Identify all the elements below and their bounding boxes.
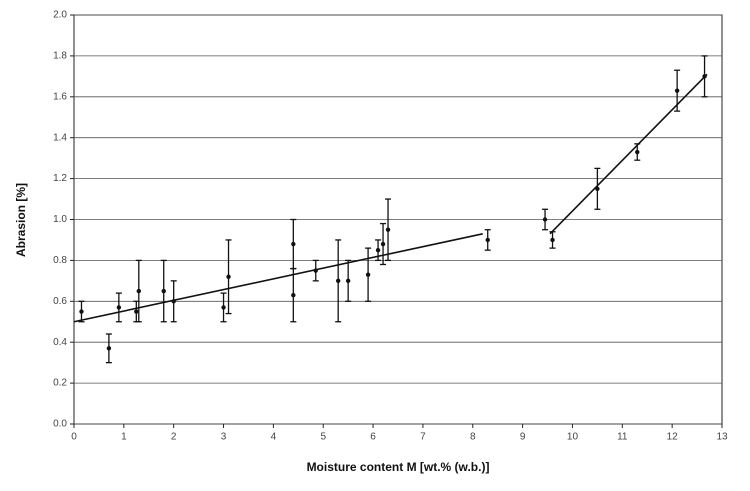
point — [161, 288, 166, 294]
x-tick-label: 7 — [420, 432, 426, 443]
x-tick-label: 9 — [520, 432, 526, 443]
point — [171, 299, 176, 304]
point — [365, 272, 371, 277]
point — [375, 247, 381, 253]
x-tick-label: 8 — [470, 432, 476, 443]
y-tick-label: 1.6 — [53, 91, 67, 102]
point — [335, 278, 341, 284]
point — [702, 74, 707, 79]
x-tick-label: 13 — [716, 432, 728, 443]
point — [106, 346, 112, 351]
point — [380, 241, 386, 247]
point — [485, 237, 490, 243]
y-tick-label: 0.8 — [53, 255, 67, 266]
point — [550, 237, 555, 243]
y-tick-label: 1.2 — [53, 173, 67, 184]
y-tick-label: 2.0 — [53, 10, 67, 21]
point — [116, 305, 122, 310]
x-tick-label: 5 — [320, 432, 326, 443]
x-tick-label: 3 — [221, 432, 227, 443]
point — [226, 274, 231, 279]
fit-line — [549, 73, 708, 235]
y-axis-title: Abrasion [%] — [14, 183, 28, 257]
point — [291, 241, 296, 247]
point — [345, 278, 351, 284]
x-tick-label: 6 — [370, 432, 376, 443]
point — [136, 288, 141, 294]
point — [134, 309, 139, 314]
point — [291, 292, 296, 298]
y-tick-label: 0.6 — [53, 296, 67, 307]
x-axis-title: Moisture content M [wt.% (w.b.)] — [307, 460, 490, 474]
x-tick-label: 12 — [667, 432, 679, 443]
fit-line — [73, 233, 483, 323]
x-tick-label: 4 — [271, 432, 277, 443]
x-tick-label: 10 — [567, 432, 579, 443]
point — [674, 88, 680, 93]
point — [385, 227, 391, 232]
y-tick-label: 1.4 — [53, 132, 67, 143]
point — [542, 217, 548, 222]
point — [595, 186, 600, 192]
point — [313, 268, 318, 273]
x-tick-label: 1 — [121, 432, 127, 443]
point — [221, 305, 226, 310]
x-tick-label: 11 — [617, 432, 628, 443]
point — [79, 309, 84, 314]
y-tick-label: 1.0 — [53, 214, 67, 225]
y-tick-label: 0.2 — [53, 378, 67, 389]
x-tick-label: 2 — [171, 432, 177, 443]
y-tick-label: 1.8 — [53, 51, 67, 62]
point — [635, 149, 640, 155]
y-tick-label: 0.0 — [53, 419, 67, 430]
y-tick-label: 0.4 — [53, 337, 67, 348]
x-tick-label: 0 — [71, 432, 77, 443]
